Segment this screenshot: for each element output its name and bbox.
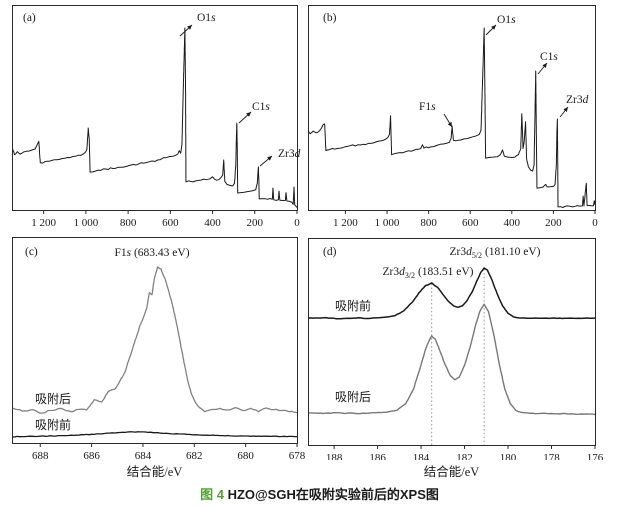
plot-border xyxy=(12,5,298,211)
tick-label: 800 xyxy=(120,217,137,229)
peak-label: Zr3d xyxy=(566,94,589,106)
tick-label: 178 xyxy=(543,452,560,460)
annotation-arrowhead xyxy=(542,63,547,68)
peak-label: F1s xyxy=(419,101,436,113)
panel-letter-c: (c) xyxy=(25,246,38,258)
figure-caption-text: HZO@SGH在吸附实验前后的XPS图 xyxy=(223,487,439,502)
tick-label: 0 xyxy=(294,217,300,229)
curve-label: 吸附前 xyxy=(335,298,371,313)
annotation-arrowhead xyxy=(491,25,496,30)
curve-survey xyxy=(12,27,297,208)
annotation-arrowhead xyxy=(447,121,452,127)
panel-a: 1 200 1 000 800 600 400 200 0 (a) O1s C1s Zr3d xyxy=(12,5,301,229)
curve-before-adsorption xyxy=(308,267,595,320)
annotation-arrowhead xyxy=(187,25,192,30)
tick-label: 180 xyxy=(500,452,517,460)
tick-label: 400 xyxy=(504,217,521,229)
tick-label: 686 xyxy=(83,450,100,460)
tick-label: 678 xyxy=(289,450,306,460)
x-axis-title-panel-d: 结合能/eV xyxy=(423,465,480,479)
panel-letter-a: (a) xyxy=(23,12,36,24)
tick-label: 184 xyxy=(413,452,430,460)
peak-label: Zr3d5/2 (181.10 eV) xyxy=(449,246,540,260)
tick-label: 176 xyxy=(587,452,604,460)
plot-border xyxy=(308,5,596,211)
tick-label: 680 xyxy=(237,450,254,460)
annotation-arrowhead xyxy=(563,107,568,112)
peak-label: Zr3d xyxy=(278,148,301,160)
curve-label: 吸附后 xyxy=(335,390,371,404)
panel-letter-d: (d) xyxy=(323,246,337,258)
tick-label: 1 200 xyxy=(31,217,56,229)
curve-survey xyxy=(308,27,595,208)
peak-label: Zr3d3/2 (183.51 eV) xyxy=(382,266,473,280)
curve-before-adsorption xyxy=(12,431,297,438)
curve-after-adsorption xyxy=(12,266,297,414)
tick-label: 600 xyxy=(162,217,179,229)
tick-label: 186 xyxy=(369,452,386,460)
annotation-arrowhead xyxy=(246,112,251,117)
tick-label: 1 000 xyxy=(74,217,99,229)
peak-label: C1s xyxy=(540,51,558,63)
plot-border xyxy=(12,237,298,444)
tick-label: 182 xyxy=(456,452,473,460)
tick-label: 188 xyxy=(326,452,343,460)
annotation-arrowhead xyxy=(267,156,272,161)
curve-after-adsorption xyxy=(308,303,595,416)
figure-caption-number: 图 4 xyxy=(200,487,224,502)
tick-label: 1 200 xyxy=(333,217,358,229)
panel-b: 1 200 1 000 800 600 400 200 0 (b) O1s C1s F1s Zr3d xyxy=(308,5,598,229)
x-axis-title-panel-c: 结合能/eV xyxy=(126,465,183,479)
tick-label: 600 xyxy=(462,217,479,229)
tick-label: 200 xyxy=(545,217,562,229)
tick-label: 800 xyxy=(420,217,437,229)
tick-label: 1 000 xyxy=(375,217,400,229)
tick-label: 400 xyxy=(204,217,221,229)
curve-label: 吸附后 xyxy=(35,392,71,406)
tick-label: 688 xyxy=(32,450,49,460)
curve-label: 吸附前 xyxy=(35,417,71,432)
figure-caption: 图 4 HZO@SGH在吸附实验前后的XPS图 xyxy=(0,484,639,503)
panel-letter-b: (b) xyxy=(323,12,337,24)
plot-border xyxy=(308,238,596,446)
panel-title: F1s (683.43 eV) xyxy=(114,247,189,259)
peak-label: O1s xyxy=(497,14,516,26)
peak-label: O1s xyxy=(197,12,216,24)
tick-label: 200 xyxy=(247,217,264,229)
tick-label: 684 xyxy=(135,450,152,460)
tick-label: 682 xyxy=(186,450,203,460)
peak-label: C1s xyxy=(252,101,270,113)
tick-label: 0 xyxy=(592,217,598,229)
